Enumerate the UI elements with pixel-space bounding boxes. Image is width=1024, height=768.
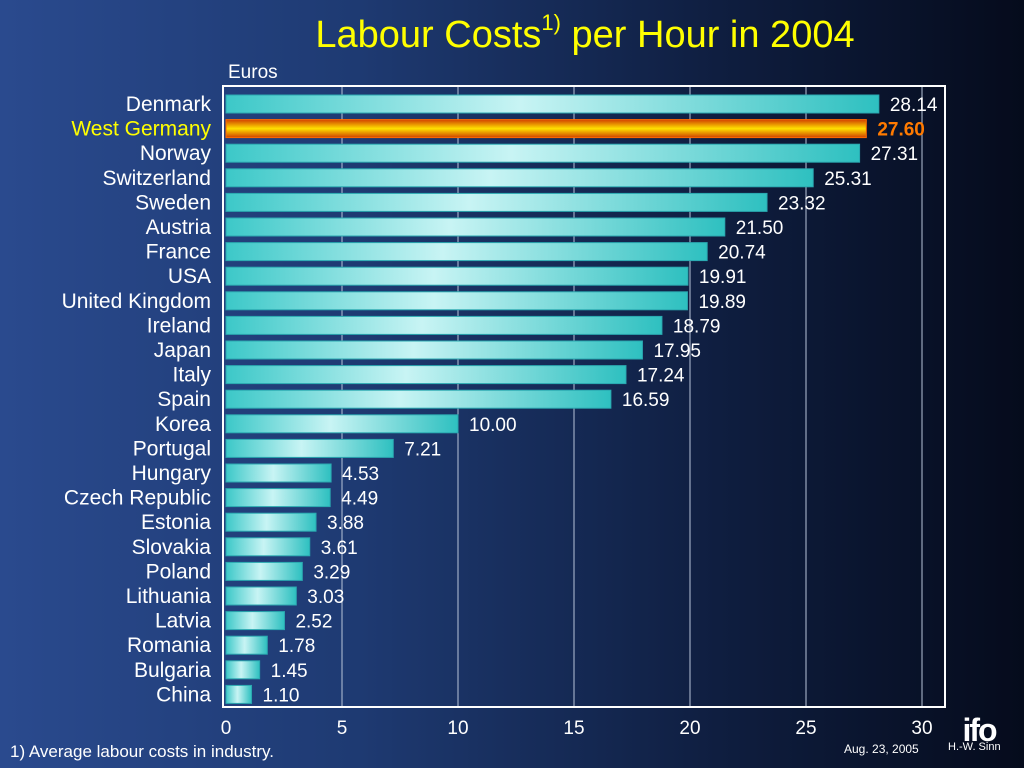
category-label: Latvia xyxy=(155,610,211,633)
bar xyxy=(225,143,861,163)
bar xyxy=(225,389,612,409)
title-main: Labour Costs xyxy=(315,14,542,56)
value-label: 2.52 xyxy=(295,612,332,633)
value-label: 25.31 xyxy=(824,169,872,190)
category-label: Korea xyxy=(155,413,211,436)
category-label: Poland xyxy=(146,560,211,583)
value-label: 28.14 xyxy=(890,95,938,116)
value-label: 3.88 xyxy=(327,513,364,534)
value-label: 20.74 xyxy=(718,243,766,264)
bar xyxy=(225,512,317,532)
value-label: 27.31 xyxy=(871,144,919,165)
x-tick-label: 5 xyxy=(337,718,348,739)
svg-text:ifo: ifo xyxy=(962,714,997,744)
value-label: 4.49 xyxy=(341,489,378,510)
labels: 0 5 10 15 20 25 30 Denmark 28.14 West Germany 27.6… xyxy=(62,93,938,739)
category-label: China xyxy=(156,683,211,706)
bar xyxy=(225,315,663,335)
bar xyxy=(225,537,311,557)
x-tick-label: 30 xyxy=(911,718,932,739)
x-tick-label: 10 xyxy=(447,718,468,739)
bar xyxy=(225,684,253,704)
category-label: Portugal xyxy=(133,437,211,460)
value-label: 1.10 xyxy=(263,685,300,706)
category-label: France xyxy=(146,241,211,264)
ifo-logo: ifo xyxy=(962,714,999,744)
bar xyxy=(225,94,880,114)
value-label: 1.45 xyxy=(271,661,308,682)
category-label: Czech Republic xyxy=(64,487,211,510)
bar xyxy=(225,192,768,212)
value-label: 21.50 xyxy=(736,218,784,239)
category-label: Switzerland xyxy=(102,167,211,190)
bar xyxy=(225,365,627,385)
x-tick-label: 15 xyxy=(563,718,584,739)
chart-title: Labour Costs1) per Hour in 2004 xyxy=(0,10,1024,57)
bar xyxy=(225,266,689,286)
value-label: 7.21 xyxy=(404,439,441,460)
bar xyxy=(225,291,688,311)
value-label: 4.53 xyxy=(342,464,379,485)
category-label: USA xyxy=(168,265,211,288)
bar xyxy=(225,463,332,483)
title-footnote-marker: 1) xyxy=(541,10,561,35)
category-label: Romania xyxy=(127,634,211,657)
bar xyxy=(225,635,268,655)
title-rest: per Hour in 2004 xyxy=(560,14,855,56)
value-label: 19.89 xyxy=(698,292,746,313)
value-label: 23.32 xyxy=(778,193,826,214)
value-label: 17.95 xyxy=(653,341,701,362)
bar xyxy=(225,340,643,360)
value-label: 16.59 xyxy=(622,390,670,411)
bar xyxy=(225,168,814,188)
category-label: Spain xyxy=(157,388,211,411)
category-label: Sweden xyxy=(135,191,211,214)
footnote: 1) Average labour costs in industry. xyxy=(10,742,274,761)
category-label: Bulgaria xyxy=(134,659,211,682)
x-tick-label: 25 xyxy=(795,718,816,739)
category-label: United Kingdom xyxy=(62,290,211,313)
bar-highlight xyxy=(225,119,867,139)
bar xyxy=(225,414,459,434)
bar xyxy=(225,242,708,262)
date-stamp: Aug. 23, 2005 xyxy=(844,742,919,756)
value-label: 10.00 xyxy=(469,415,517,436)
author-credit: H.-W. Sinn xyxy=(948,741,1001,753)
value-label: 3.61 xyxy=(321,538,358,559)
unit-label: Euros xyxy=(228,62,278,83)
value-label: 27.60 xyxy=(877,120,925,141)
bar xyxy=(225,561,303,581)
value-label: 18.79 xyxy=(673,316,721,337)
category-label: Hungary xyxy=(132,462,212,485)
plot-area xyxy=(222,85,946,708)
category-label: Japan xyxy=(154,339,211,362)
value-label: 17.24 xyxy=(637,366,685,387)
bar xyxy=(225,217,726,237)
bar xyxy=(225,488,331,508)
category-label: West Germany xyxy=(71,118,211,141)
category-label: Lithuania xyxy=(126,585,212,608)
bar xyxy=(225,611,285,631)
category-label: Denmark xyxy=(126,93,212,116)
x-tick-label: 0 xyxy=(221,718,232,739)
x-tick-label: 20 xyxy=(679,718,700,739)
bar xyxy=(225,586,297,606)
value-label: 3.29 xyxy=(313,562,350,583)
category-label: Austria xyxy=(146,216,212,239)
bars xyxy=(225,94,880,704)
value-label: 3.03 xyxy=(307,587,344,608)
category-label: Ireland xyxy=(147,314,211,337)
category-label: Norway xyxy=(140,142,212,165)
category-label: Italy xyxy=(172,364,211,387)
value-label: 1.78 xyxy=(278,636,315,657)
category-label: Estonia xyxy=(141,511,211,534)
value-label: 19.91 xyxy=(699,267,747,288)
category-label: Slovakia xyxy=(132,536,212,559)
bar xyxy=(225,660,261,680)
bar xyxy=(225,438,394,458)
